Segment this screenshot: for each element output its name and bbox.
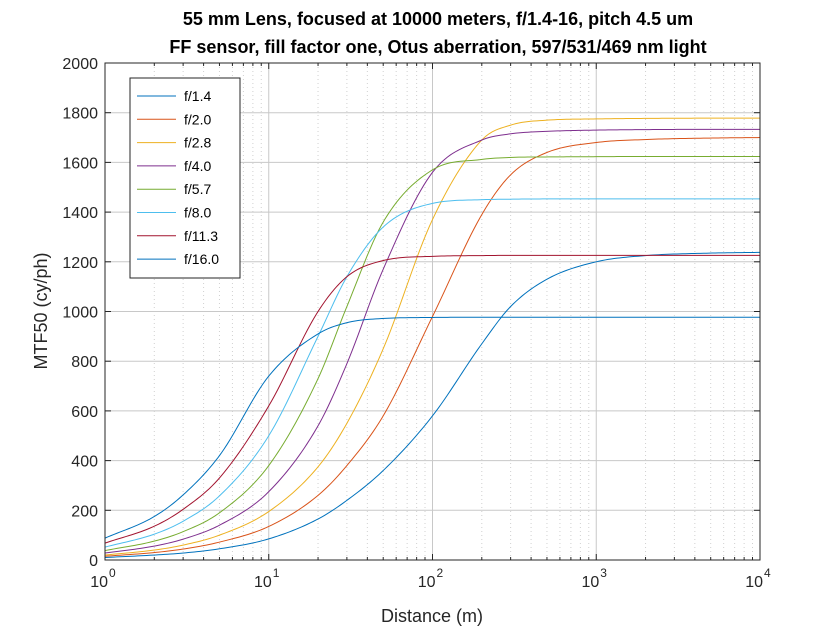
legend-item: f/5.7 — [137, 181, 211, 197]
legend-label: f/4.0 — [184, 158, 211, 174]
y-tick-label: 200 — [71, 503, 98, 520]
y-axis-label: MTF50 (cy/ph) — [31, 252, 51, 369]
legend-label: f/5.7 — [184, 181, 211, 197]
chart-title: 55 mm Lens, focused at 10000 meters, f/1… — [183, 9, 693, 29]
x-tick-base: 10 — [418, 574, 436, 591]
y-tick-label: 1800 — [62, 106, 98, 123]
legend-item: f/11.3 — [137, 228, 218, 244]
series-line-f-8-0 — [104, 198, 760, 548]
series-line-f-4-0 — [104, 128, 760, 554]
y-tick-label: 1400 — [62, 205, 98, 222]
legend-label: f/16.0 — [184, 251, 219, 267]
series-layer — [104, 117, 761, 559]
legend-label: f/2.8 — [184, 135, 211, 151]
x-tick-base: 10 — [745, 574, 763, 591]
x-tick-label: 102 — [418, 566, 444, 591]
tick-marks — [104, 62, 761, 561]
legend-label: f/2.0 — [184, 111, 211, 127]
y-tick-label: 2000 — [62, 56, 98, 73]
legend-box — [129, 77, 241, 279]
series-line-f-5-7 — [104, 155, 760, 552]
legend-item: f/1.4 — [137, 88, 211, 104]
series-line-f-2-8 — [104, 117, 760, 556]
x-tick-exponent: 1 — [273, 566, 280, 580]
legend: f/1.4 f/2.0 f/2.8 f/4.0 f/5.7 f/8.0 f/11.3 f/16… — [129, 77, 241, 279]
legend-item: f/16.0 — [137, 251, 219, 267]
legend-label: f/8.0 — [184, 205, 211, 221]
y-tick-label: 800 — [71, 354, 98, 371]
x-tick-base: 10 — [90, 574, 108, 591]
x-tick-exponent: 2 — [437, 566, 444, 580]
series-line-f-11-3 — [104, 254, 760, 544]
legend-item: f/8.0 — [137, 205, 211, 221]
x-tick-exponent: 0 — [109, 566, 116, 580]
legend-item: f/2.8 — [137, 135, 211, 151]
y-tick-label: 0 — [89, 553, 98, 570]
y-tick-labels: 0 200 400 600 800 1000 1200 1400 1600 1800 2000 — [62, 56, 98, 570]
chart-subtitle: FF sensor, fill factor one, Otus aberrat… — [169, 37, 706, 57]
y-tick-label: 1000 — [62, 305, 98, 322]
legend-label: f/11.3 — [184, 228, 218, 244]
x-tick-base: 10 — [254, 574, 272, 591]
y-tick-label: 1600 — [62, 155, 98, 172]
series-line-f-2-0 — [104, 137, 761, 557]
x-tick-label: 104 — [745, 566, 771, 591]
x-tick-base: 10 — [581, 574, 599, 591]
y-tick-label: 1200 — [62, 255, 98, 272]
x-tick-exponent: 3 — [600, 566, 607, 580]
x-axis-label: Distance (m) — [381, 606, 483, 626]
x-tick-label: 101 — [254, 566, 280, 591]
legend-item: f/4.0 — [137, 158, 211, 174]
y-tick-label: 400 — [71, 454, 98, 471]
x-tick-exponent: 4 — [764, 566, 771, 580]
y-tick-label: 600 — [71, 404, 98, 421]
legend-item: f/2.0 — [137, 111, 211, 127]
x-tick-label: 100 — [90, 566, 116, 591]
x-tick-label: 103 — [581, 566, 607, 591]
series-line-f-16-0 — [104, 316, 760, 539]
legend-label: f/1.4 — [184, 88, 211, 104]
